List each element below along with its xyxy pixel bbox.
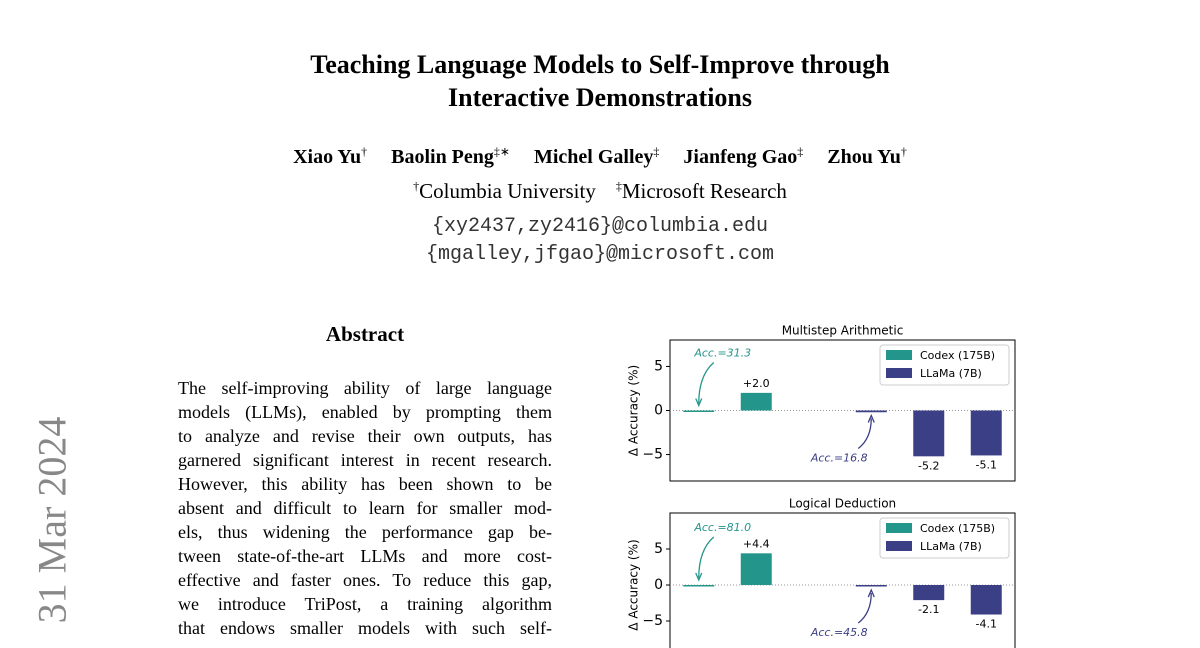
chart-title: Multistep Arithmetic [782,324,904,338]
y-tick-label: −5 [642,447,663,463]
value-label: +2.0 [743,377,770,390]
author-name: Zhou Yu [827,145,901,168]
author: Baolin Peng‡∗ [391,144,510,168]
abstract-line: that endows smaller models with such sel… [178,618,552,638]
abstract-line: The self-improving ability of large lang… [178,378,552,398]
bar [970,410,1002,456]
bar [913,410,945,457]
title-line: Interactive Demonstrations [448,83,752,112]
bar [683,585,715,587]
arrow-head [695,572,703,582]
bar [740,553,772,585]
value-label: -4.1 [976,618,997,631]
abstract-line: absent and difficult to learn for smalle… [178,498,552,518]
abstract-body: The self-improving ability of large lang… [178,376,552,640]
annotation-arrow [857,418,872,450]
value-label: +4.4 [743,537,770,550]
bar [970,585,1002,615]
arrow-head [695,398,703,408]
legend-swatch [886,523,912,533]
y-axis-label: Δ Accuracy (%) [627,539,641,630]
author-name: Xiao Yu [293,145,362,168]
legend-frame [879,517,1010,559]
abstract-line: els, thus widening the performance gap b… [178,522,552,542]
arrow-head [867,588,875,598]
annotation: Acc.=16.8 [810,452,868,465]
affiliations: †Columbia University ‡Microsoft Research [0,179,1200,204]
y-tick-label: 0 [654,403,663,419]
legend-swatch [886,350,912,360]
author-name: Michel Galley [533,145,654,168]
y-tick-label: 5 [654,541,663,557]
affiliation-name: Microsoft Research [621,179,787,203]
author: Xiao Yu† [293,144,368,168]
title-line: Teaching Language Models to Self-Improve… [310,50,890,79]
value-label: -5.2 [918,459,939,472]
bar [855,410,887,413]
abstract-line: garnered significant interest in recent … [178,450,552,470]
author-mark: ‡∗ [493,144,510,158]
author: Jianfeng Gao‡ [683,144,804,168]
affiliation: ‡Microsoft Research [616,179,787,203]
author-name: Baolin Peng [391,145,494,168]
bar [683,410,715,412]
annotation-arrow [698,362,715,404]
legend-label: LLaMa (7B) [920,540,982,553]
annotation: Acc.=31.3 [693,347,751,360]
legend-label: Codex (175B) [920,522,995,535]
author-mark: † [361,144,368,158]
affiliation-mark: ‡ [615,179,622,193]
chart-title: Logical Deduction [789,497,896,511]
legend-swatch [886,541,912,551]
bar [855,585,887,587]
affiliation-name: Columbia University [419,179,596,203]
email: {mgalley,jfgao}@microsoft.com [425,243,775,266]
authors: Xiao Yu† Baolin Peng‡∗ Michel Galley‡ Jianf… [0,144,1200,169]
author-mark: ‡ [797,144,804,158]
value-label: -5.1 [976,458,997,471]
paper-title: Teaching Language Models to Self-Improve… [0,48,1200,114]
abstract-line: we introduce TriPost, a training algorit… [178,594,552,614]
legend-label: Codex (175B) [920,349,995,362]
y-tick-label: 0 [654,577,663,593]
author-mark: † [900,144,907,158]
annotation-arrow [857,592,872,624]
y-tick-label: 5 [654,358,663,374]
legend-frame [879,344,1010,386]
y-axis-label: Δ Accuracy (%) [627,365,641,456]
affiliation-mark: † [413,179,420,193]
arrow-head [867,413,875,423]
abstract-line: However, this ability has been shown to … [178,474,552,494]
author-name: Jianfeng Gao [683,145,798,168]
bar [740,392,772,411]
abstract-line: tween state-of-the-art LLMs and more cos… [178,546,552,566]
abstract-line: to analyze and revise their own outputs,… [178,426,552,446]
abstract-line: models (LLMs), enabled by prompting them [178,402,552,422]
emails: {xy2437,zy2416}@columbia.edu {mgalley,jfg… [0,213,1200,269]
annotation: Acc.=45.8 [810,626,868,639]
author: Michel Galley‡ [533,144,660,168]
affiliation: †Columbia University [413,179,596,203]
legend-label: LLaMa (7B) [920,367,982,380]
author: Zhou Yu† [827,144,907,168]
abstract-line: effective and faster ones. To reduce thi… [178,570,552,590]
legend-swatch [886,368,912,378]
value-label: -2.1 [918,603,939,616]
abstract-heading: Abstract [325,322,405,346]
y-tick-label: −5 [642,613,663,629]
annotation: Acc.=81.0 [693,521,751,534]
annotation-arrow [698,536,715,579]
email: {xy2437,zy2416}@columbia.edu [431,215,769,238]
author-mark: ‡ [653,144,660,158]
bar [913,585,945,601]
